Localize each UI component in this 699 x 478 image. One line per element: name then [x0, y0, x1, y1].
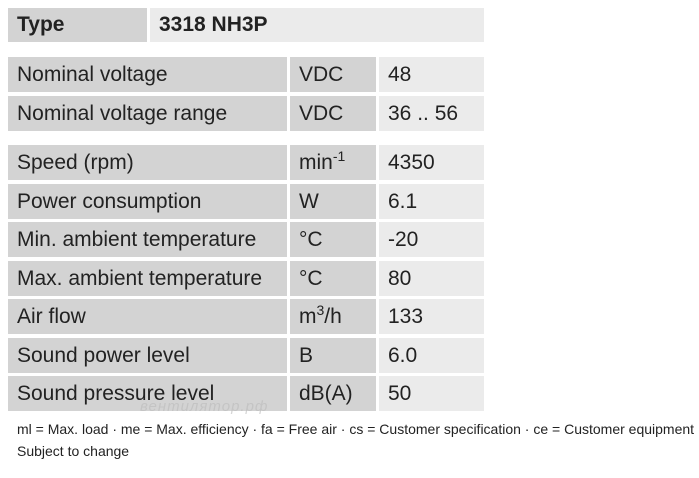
- row-value: 80: [379, 260, 484, 296]
- header-label: Type: [8, 8, 147, 42]
- row-value: 50: [379, 376, 484, 411]
- row-value: -20: [379, 222, 484, 257]
- row-label: Max. ambient temperature: [8, 260, 287, 296]
- header-value: 3318 NH3P: [150, 8, 484, 42]
- row-unit: °C: [290, 260, 376, 296]
- row-value: 6.0: [379, 337, 484, 373]
- row-value: 36 .. 56: [379, 95, 484, 131]
- row-unit: VDC: [290, 57, 376, 92]
- row-unit: dB(A): [290, 376, 376, 411]
- unit-base: m: [299, 305, 317, 328]
- row-value: 6.1: [379, 183, 484, 219]
- row-label: Air flow: [8, 299, 287, 334]
- row-label: Sound pressure level: [8, 376, 287, 411]
- watermark: вентилятор.рф: [140, 398, 269, 415]
- row-unit: B: [290, 337, 376, 373]
- row-label: Speed (rpm): [8, 145, 287, 180]
- row-value: 133: [379, 299, 484, 334]
- row-value: 4350: [379, 145, 484, 180]
- row-unit: °C: [290, 222, 376, 257]
- row-unit: VDC: [290, 95, 376, 131]
- unit-tail: /h: [324, 305, 342, 328]
- row-label: Power consumption: [8, 183, 287, 219]
- row-unit: W: [290, 183, 376, 219]
- row-unit: min-1: [290, 145, 376, 180]
- footnote: ml = Max. load · me = Max. efficiency · …: [17, 421, 695, 437]
- row-label: Nominal voltage range: [8, 95, 287, 131]
- footnote: Subject to change: [17, 443, 130, 459]
- unit-sup: 3: [316, 302, 325, 318]
- row-unit: m3/h: [290, 299, 376, 334]
- unit-base: min: [299, 151, 333, 174]
- row-label: Min. ambient temperature: [8, 222, 287, 257]
- row-label: Sound power level: [8, 337, 287, 373]
- unit-sup: -1: [332, 148, 346, 164]
- row-label: Nominal voltage: [8, 57, 287, 92]
- row-value: 48: [379, 57, 484, 92]
